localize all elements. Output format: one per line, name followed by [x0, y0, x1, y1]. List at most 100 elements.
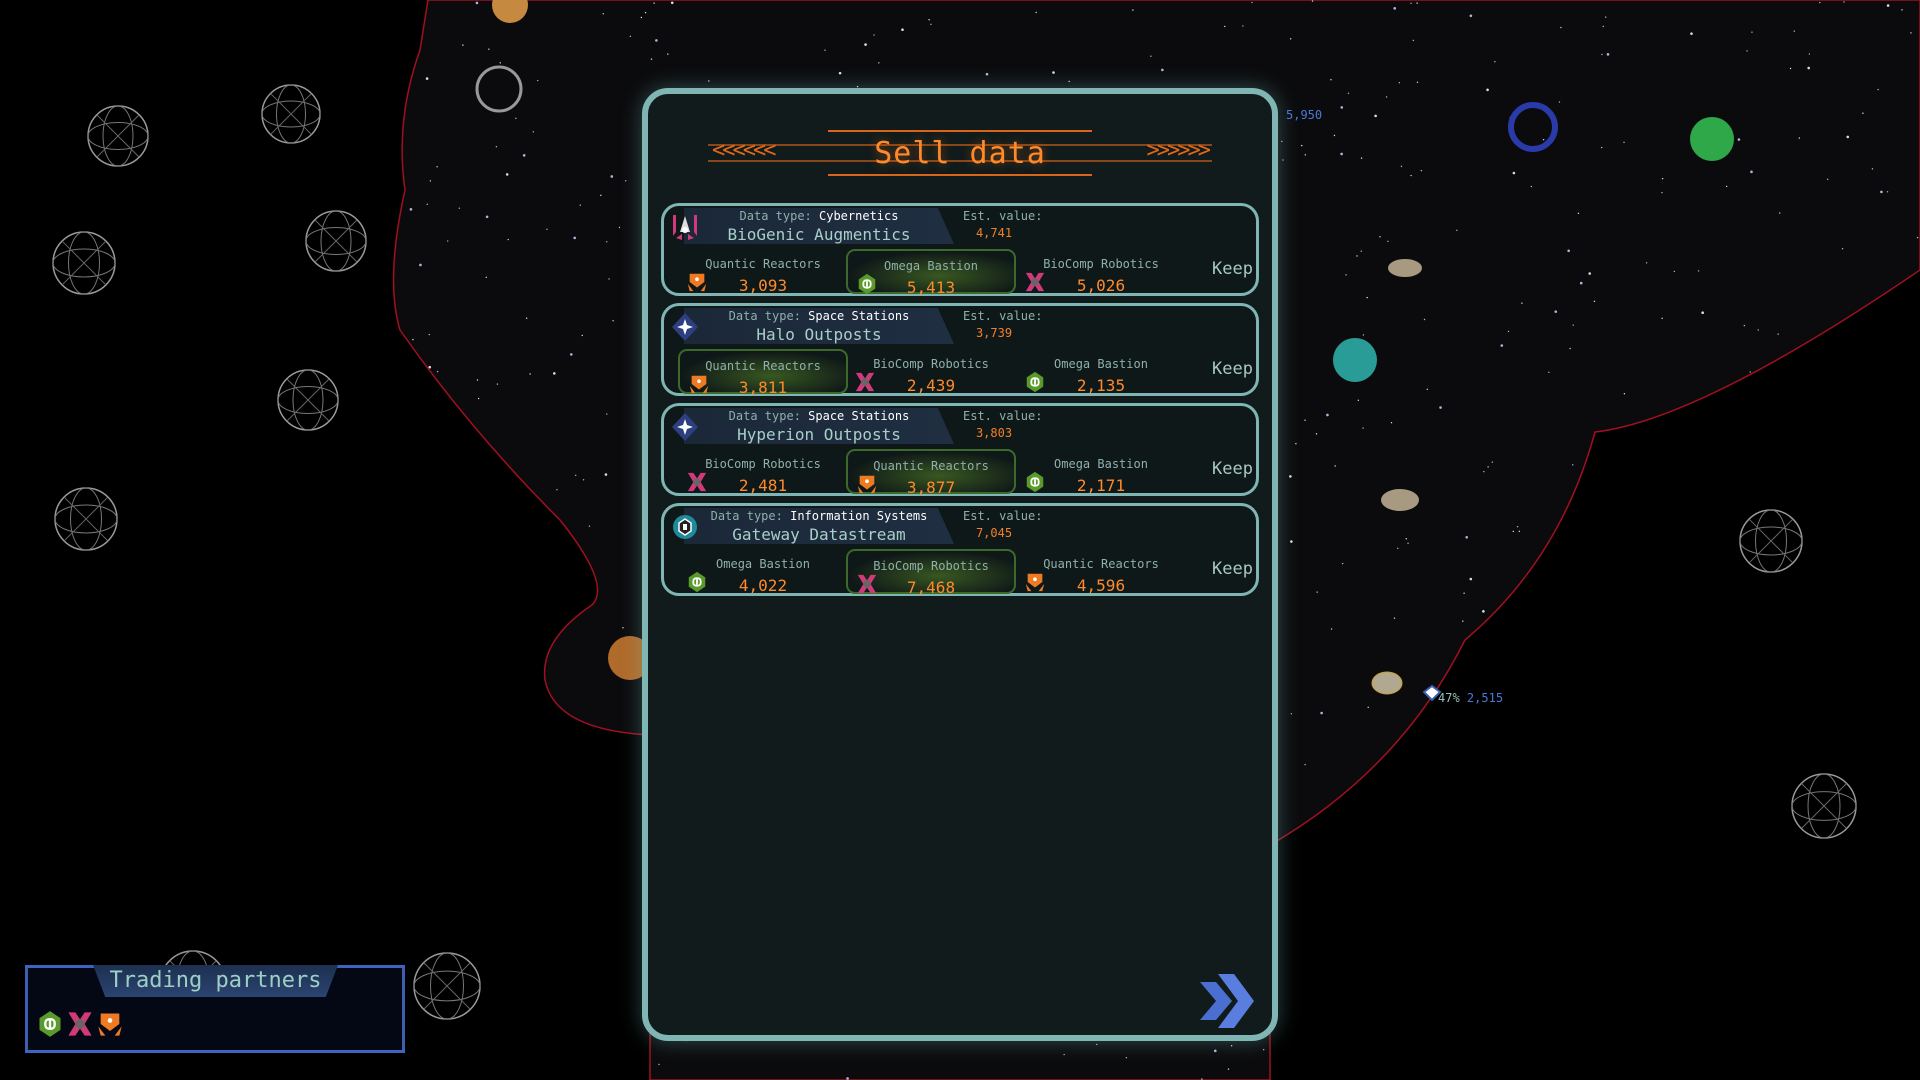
wireframe-sphere[interactable]	[1739, 509, 1803, 573]
next-button[interactable]	[1198, 974, 1254, 1028]
star	[1512, 530, 1514, 533]
wireframe-sphere[interactable]	[261, 84, 321, 144]
star	[1340, 152, 1343, 156]
sell-offer[interactable]: Quantic Reactors 4,596	[1016, 549, 1186, 595]
star	[1096, 1043, 1098, 1046]
star	[1224, 25, 1226, 28]
star	[579, 204, 581, 206]
biocomp-robotics-icon[interactable]	[66, 1010, 94, 1038]
star	[436, 370, 439, 373]
sell-offer[interactable]: Omega Bastion 2,171	[1016, 449, 1186, 495]
star	[1489, 801, 1492, 803]
star	[1487, 685, 1489, 687]
wireframe-sphere[interactable]	[1791, 773, 1857, 839]
sell-offer[interactable]: BioComp Robotics 2,481	[678, 449, 848, 495]
keep-button[interactable]: Keep	[1212, 559, 1253, 579]
data-card: Data type: Cybernetics BioGenic Augmenti…	[661, 203, 1259, 297]
biocomp-robotics-icon	[686, 471, 708, 493]
star	[1690, 32, 1693, 35]
wireframe-sphere[interactable]	[277, 369, 339, 431]
star	[846, 1077, 849, 1080]
star	[1608, 746, 1612, 750]
star	[1387, 240, 1389, 242]
asteroid[interactable]	[1371, 671, 1403, 695]
star	[1728, 520, 1730, 523]
star	[1397, 547, 1399, 549]
sell-offer-best[interactable]: Omega Bastion 5,413	[846, 249, 1016, 297]
keep-button[interactable]: Keep	[1212, 459, 1253, 479]
wireframe-sphere[interactable]	[305, 210, 367, 272]
star	[453, 584, 455, 587]
buyer-name: Omega Bastion	[716, 557, 810, 571]
wireframe-sphere[interactable]	[54, 487, 118, 551]
card-header-bg	[684, 208, 954, 244]
sell-offer[interactable]: Omega Bastion 2,135	[1016, 349, 1186, 395]
planet[interactable]	[1690, 117, 1734, 161]
card-header-bg	[684, 308, 954, 344]
star	[537, 79, 539, 82]
star	[1588, 272, 1592, 275]
wireframe-sphere[interactable]	[87, 105, 149, 167]
est-value-label: Est. value:	[963, 509, 1043, 523]
star	[544, 1038, 547, 1041]
biocomp-robotics-icon	[854, 371, 876, 393]
star	[1743, 324, 1746, 327]
star	[419, 263, 422, 267]
sell-offer[interactable]: Quantic Reactors 3,093	[678, 249, 848, 295]
star	[1429, 709, 1432, 712]
omega-bastion-icon[interactable]	[36, 1010, 64, 1038]
omega-bastion-icon	[1024, 371, 1046, 393]
star	[588, 995, 591, 998]
star	[1125, 1056, 1128, 1059]
star	[1494, 61, 1496, 63]
star	[610, 175, 614, 178]
sell-offer-best[interactable]: Quantic Reactors 3,811	[678, 349, 848, 397]
wireframe-sphere[interactable]	[52, 231, 116, 295]
asteroid[interactable]	[1381, 489, 1419, 511]
star	[1362, 334, 1365, 336]
space-station[interactable]	[1508, 102, 1558, 152]
planet[interactable]	[608, 636, 652, 680]
star	[1747, 1023, 1749, 1025]
quantic-reactors-icon[interactable]	[96, 1010, 124, 1038]
keep-button[interactable]: Keep	[1212, 359, 1253, 379]
planet[interactable]	[492, 0, 528, 23]
sell-offer[interactable]: BioComp Robotics 5,026	[1016, 249, 1186, 295]
star	[471, 444, 474, 446]
sell-offer-best[interactable]: Quantic Reactors 3,877	[846, 449, 1016, 497]
star	[653, 2, 655, 4]
keep-button[interactable]: Keep	[1212, 259, 1253, 279]
star	[1688, 810, 1691, 812]
star	[1637, 662, 1639, 665]
star	[1826, 178, 1829, 180]
sell-offer[interactable]: Omega Bastion 4,022	[678, 549, 848, 595]
probe-icon[interactable]	[1422, 684, 1442, 702]
star	[1341, 921, 1343, 923]
star	[1661, 191, 1663, 194]
data-type: Data type: Cybernetics	[684, 209, 954, 223]
est-value: 7,045	[975, 526, 1013, 540]
wireframe-sphere[interactable]	[413, 952, 481, 1020]
sell-offer-best[interactable]: BioComp Robotics 7,468	[846, 549, 1016, 597]
quantic-reactors-icon	[1024, 571, 1046, 593]
star	[1887, 395, 1889, 398]
biocomp-robotics-icon	[1024, 271, 1046, 293]
star	[1434, 877, 1436, 879]
title-line	[828, 130, 1092, 132]
offer-value: 2,171	[1076, 476, 1126, 495]
star	[1867, 861, 1869, 864]
offer-value: 4,022	[738, 576, 788, 595]
star	[1366, 296, 1368, 299]
star	[1414, 1016, 1418, 1020]
sell-data-panel: <<<<<< >>>>>> Sell data Data type: Cyber…	[642, 88, 1278, 1041]
star	[1132, 9, 1134, 11]
star	[1459, 880, 1463, 884]
asteroid[interactable]	[1388, 259, 1422, 277]
star	[425, 77, 429, 80]
wireframe-station[interactable]	[475, 65, 523, 113]
star	[1483, 941, 1485, 943]
star	[1213, 1049, 1217, 1053]
planet[interactable]	[1333, 338, 1377, 382]
star	[1289, 38, 1292, 40]
sell-offer[interactable]: BioComp Robotics 2,439	[846, 349, 1016, 395]
